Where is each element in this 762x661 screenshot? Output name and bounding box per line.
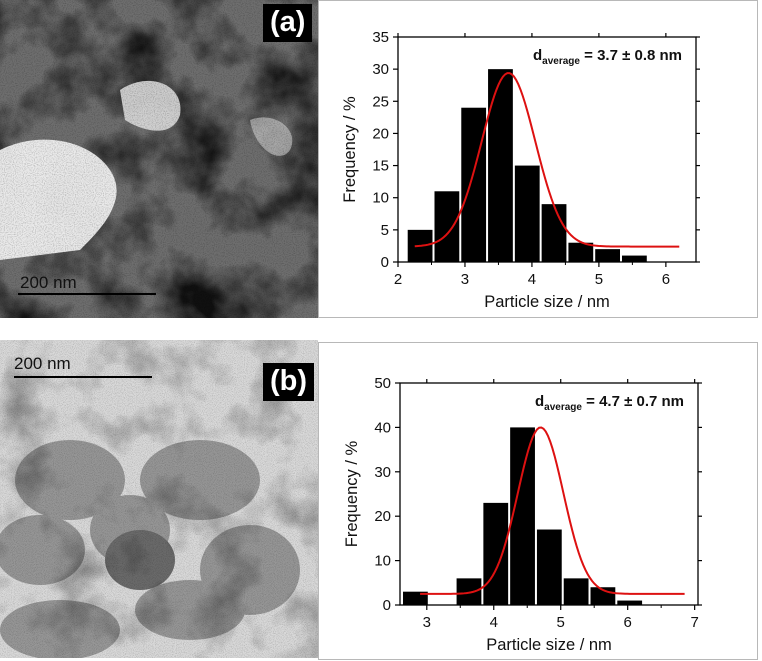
average-size-annotation: daverage = 3.7 ± 0.8 nm <box>533 47 682 67</box>
scale-bar-line <box>18 293 156 295</box>
scale-bar-line <box>14 376 152 378</box>
histogram-b: 3 4 5 6 7 0 10 20 30 40 50 Particle size / nm Freque… <box>343 375 702 654</box>
histogram-a: 2 3 4 5 6 0 5 10 15 20 25 30 35 Particle size / nm Fre… <box>341 29 700 311</box>
x-axis-label: Particle size / nm <box>486 636 612 654</box>
y-tick-label: 30 <box>372 61 389 78</box>
histogram-bar <box>488 69 513 263</box>
gaussian-fit-curve <box>414 72 680 248</box>
x-tick-label: 2 <box>394 271 402 288</box>
x-tick-label: 3 <box>423 614 431 631</box>
plot-area-frame <box>399 382 699 606</box>
histogram-bar <box>434 191 460 262</box>
x-tick-label: 6 <box>624 614 632 631</box>
histogram-bar <box>514 165 540 262</box>
x-tick-label: 3 <box>461 271 469 288</box>
plot-area-frame <box>397 36 697 263</box>
y-tick-label: 40 <box>374 419 391 436</box>
histogram-bar <box>483 502 509 605</box>
figure-row-b: 200 nm (b) 3 4 5 6 7 0 10 20 30 40 50 Particle size… <box>0 340 762 660</box>
histogram-bar <box>456 578 482 605</box>
histogram-b-frame: 3 4 5 6 7 0 10 20 30 40 50 Particle size / nm Freque… <box>318 342 758 660</box>
panel-label-b: (b) <box>263 363 315 401</box>
x-tick-label: 5 <box>557 614 565 631</box>
histogram-bar <box>510 427 535 605</box>
x-axis-label: Particle size / nm <box>484 293 610 311</box>
y-tick-label: 25 <box>372 93 389 110</box>
y-tick-label: 35 <box>372 29 389 46</box>
histogram-bar <box>617 600 643 605</box>
average-size-annotation: daverage = 4.7 ± 0.7 nm <box>535 393 684 413</box>
y-tick-label: 5 <box>381 222 389 239</box>
histogram-bar <box>563 578 589 605</box>
x-tick-label: 5 <box>595 271 603 288</box>
x-tick-label: 4 <box>528 271 536 288</box>
y-tick-label: 20 <box>372 125 389 142</box>
tem-image-b: 200 nm (b) <box>0 340 318 658</box>
histogram-bar <box>541 204 567 262</box>
x-tick-label: 6 <box>662 271 670 288</box>
histogram-bar <box>403 591 428 605</box>
gaussian-fit-curve <box>420 426 685 595</box>
scale-bar-label: 200 nm <box>20 273 77 292</box>
y-axis-label: Frequency / % <box>343 440 361 547</box>
y-tick-label: 30 <box>374 464 391 481</box>
histogram-bar <box>621 255 647 262</box>
y-tick-label: 0 <box>383 597 391 614</box>
histogram-bar <box>461 107 487 262</box>
y-axis-label: Frequency / % <box>341 96 359 203</box>
y-tick-label: 0 <box>381 254 389 271</box>
scale-bar-label: 200 nm <box>14 354 71 373</box>
histogram-bar <box>568 242 594 262</box>
histogram-bar <box>536 529 562 605</box>
y-tick-label: 15 <box>372 158 389 175</box>
x-tick-label: 7 <box>690 614 698 631</box>
tem-image-a: 200 nm (a) <box>0 0 318 318</box>
figure-row-a: 200 nm (a) 2 3 4 5 6 0 5 10 15 20 25 30 35 Particle s… <box>0 0 762 318</box>
y-tick-label: 20 <box>374 508 391 525</box>
panel-label-a: (a) <box>263 4 313 42</box>
histogram-a-frame: 2 3 4 5 6 0 5 10 15 20 25 30 35 Particle size / nm Fre… <box>318 0 758 318</box>
histogram-bar <box>595 249 620 262</box>
y-tick-label: 50 <box>374 375 391 392</box>
y-tick-label: 10 <box>374 553 391 570</box>
x-tick-label: 4 <box>490 614 498 631</box>
y-tick-label: 10 <box>372 190 389 207</box>
